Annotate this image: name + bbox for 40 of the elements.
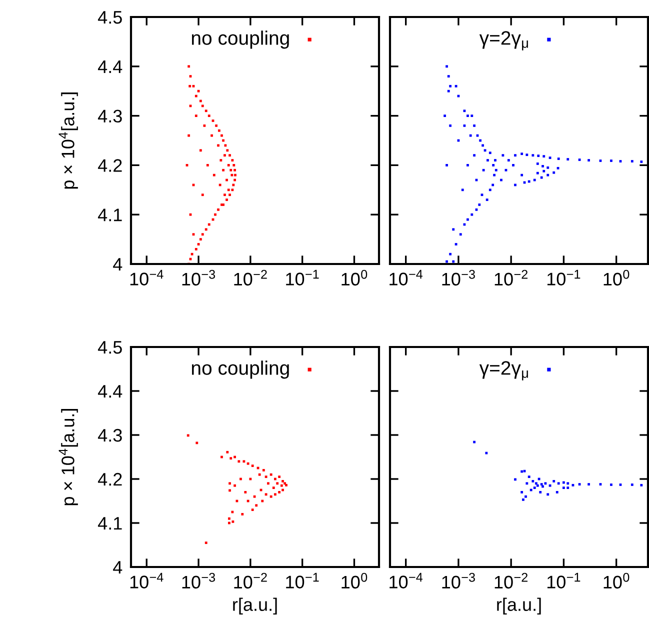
x-tick-label: 10$^{−1}$ [286,572,319,588]
y-tick-label: 4.5 [98,11,122,24]
y-tick-label: 4.4 [98,60,122,73]
y-tick-label: 4.4 [98,385,122,398]
x-tick-label: 10$^{−1}$ [547,572,580,588]
x-tick-label: 10$^{−3}$ [442,572,475,589]
y-tick-label: 4.3 [98,428,122,442]
legend-label: γ=2γ$_{μ}$ [479,31,528,50]
x-tick-label: 10$^{0}$ [604,270,630,286]
x-tick-label: 10$^{0}$ [604,572,630,589]
x-axis-title: r[a.u.] [497,598,541,615]
legend-label: no coupling [192,30,289,49]
y-tick-label: 4 [113,561,122,574]
x-axis-title: r[a.u.] [233,598,277,615]
x-tick-label: 10$^{−4}$ [390,270,423,286]
x-tick-label: 10$^{−2}$ [494,270,528,286]
y-tick-label: 4.3 [98,110,122,123]
x-tick-label: 10$^{−1}$ [547,270,580,286]
x-tick-label: 10$^{−4}$ [130,270,164,286]
x-tick-label: 10$^{−2}$ [234,572,267,589]
x-tick-label: 10$^{0}$ [342,270,368,286]
x-tick-label: 10$^{−4}$ [390,572,423,588]
y-tick-label: 4.1 [98,517,122,530]
y-tick-label: 4 [113,258,122,271]
y-tick-label: 4.1 [98,208,122,222]
x-tick-label: 10$^{−2}$ [234,270,267,286]
legend-label: no coupling [192,360,289,379]
x-tick-label: 10$^{−4}$ [130,572,164,588]
y-tick-label: 4.5 [98,341,122,354]
y-tick-label: 4.2 [98,472,122,486]
x-tick-label: 10$^{−3}$ [442,270,475,286]
y-tick-label: 4.2 [98,159,122,172]
x-tick-label: 10$^{−2}$ [494,572,528,589]
legend-label: γ=2γ$_{μ}$ [479,361,528,380]
x-tick-label: 10$^{0}$ [342,572,368,589]
y-axis-title: p × 10$^{4}$[a.u.] [58,409,78,506]
y-axis-title: p × 10$^{4}$[a.u.] [58,92,78,189]
x-tick-label: 10$^{−3}$ [182,572,216,589]
x-tick-label: 10$^{−3}$ [182,270,216,286]
x-tick-label: 10$^{−1}$ [286,270,319,286]
